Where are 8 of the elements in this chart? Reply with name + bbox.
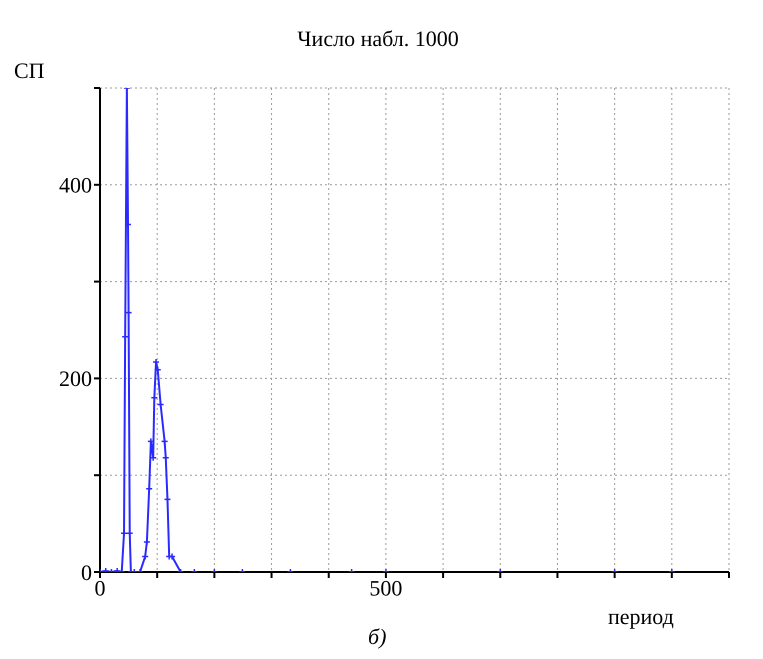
y-tick-label: 200 (59, 366, 92, 392)
y-axis-title: СП (14, 58, 45, 84)
y-tick-label: 400 (59, 172, 92, 198)
text: б) (368, 624, 386, 650)
x-axis-title: период (608, 604, 674, 630)
y-tick-label: 0 (81, 560, 92, 585)
chart-title: Число набл. 1000 (296, 26, 460, 52)
x-tick-label: 500 (369, 576, 402, 601)
